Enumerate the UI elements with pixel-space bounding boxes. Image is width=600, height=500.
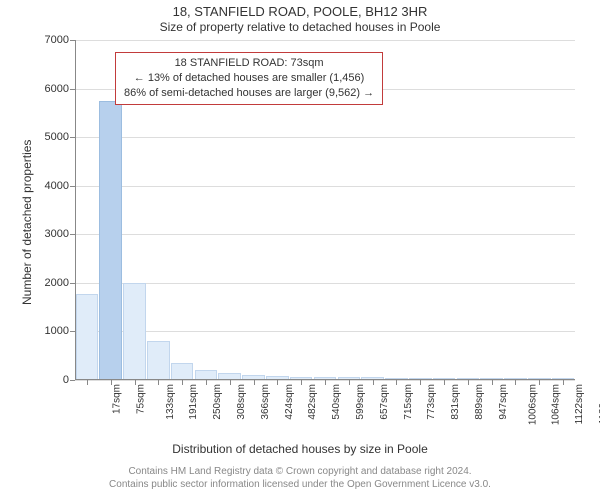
annotation-line: 86% of semi-detached houses are larger (… xyxy=(124,86,374,101)
x-tick-mark xyxy=(563,380,564,385)
y-tick-label: 3000 xyxy=(45,228,75,240)
x-tick-label: 133sqm xyxy=(165,384,176,420)
x-tick-label: 540sqm xyxy=(331,384,342,420)
y-tick-label: 6000 xyxy=(45,83,75,95)
gridline xyxy=(75,186,575,187)
x-tick-mark xyxy=(349,380,350,385)
x-tick-mark xyxy=(277,380,278,385)
y-tick-label: 7000 xyxy=(45,34,75,46)
gridline xyxy=(75,137,575,138)
x-tick-label: 599sqm xyxy=(355,384,366,420)
gridline xyxy=(75,331,575,332)
chart-container: 18, STANFIELD ROAD, POOLE, BH12 3HR Size… xyxy=(0,0,600,500)
x-tick-mark xyxy=(111,380,112,385)
x-tick-label: 75sqm xyxy=(135,384,146,414)
y-tick-label: 2000 xyxy=(45,277,75,289)
x-tick-label: 366sqm xyxy=(260,384,271,420)
x-tick-mark xyxy=(158,380,159,385)
bar xyxy=(123,283,146,380)
bar xyxy=(147,341,170,380)
x-tick-mark xyxy=(539,380,540,385)
x-tick-label: 1122sqm xyxy=(574,384,585,424)
y-axis-title: Number of detached properties xyxy=(20,140,34,305)
x-tick-label: 191sqm xyxy=(188,384,199,420)
bar-highlighted xyxy=(99,101,122,380)
x-tick-label: 308sqm xyxy=(236,384,247,420)
x-axis-line xyxy=(75,379,575,380)
y-tick-label: 5000 xyxy=(45,131,75,143)
x-tick-label: 947sqm xyxy=(498,384,509,420)
x-tick-label: 889sqm xyxy=(474,384,485,420)
bar xyxy=(76,294,99,380)
x-tick-label: 424sqm xyxy=(284,384,295,420)
x-tick-mark xyxy=(254,380,255,385)
x-tick-mark xyxy=(325,380,326,385)
gridline xyxy=(75,40,575,41)
x-tick-mark xyxy=(420,380,421,385)
footer-line1: Contains HM Land Registry data © Crown c… xyxy=(0,465,600,478)
x-tick-mark xyxy=(206,380,207,385)
x-tick-mark xyxy=(444,380,445,385)
chart-title-line2: Size of property relative to detached ho… xyxy=(0,20,600,34)
x-tick-mark xyxy=(373,380,374,385)
x-tick-label: 1064sqm xyxy=(551,384,562,425)
footer: Contains HM Land Registry data © Crown c… xyxy=(0,465,600,491)
y-tick-label: 4000 xyxy=(45,180,75,192)
bar xyxy=(171,363,194,380)
x-tick-label: 482sqm xyxy=(307,384,318,420)
x-axis-title: Distribution of detached houses by size … xyxy=(0,442,600,456)
gridline xyxy=(75,283,575,284)
x-tick-label: 657sqm xyxy=(379,384,390,420)
annotation-box: 18 STANFIELD ROAD: 73sqm← 13% of detache… xyxy=(115,52,383,105)
x-tick-label: 831sqm xyxy=(450,384,461,420)
x-tick-mark xyxy=(492,380,493,385)
y-tick-label: 0 xyxy=(63,374,75,386)
x-tick-mark xyxy=(87,380,88,385)
x-tick-label: 773sqm xyxy=(427,384,438,420)
x-tick-label: 715sqm xyxy=(403,384,414,420)
x-tick-mark xyxy=(396,380,397,385)
footer-line2: Contains public sector information licen… xyxy=(0,478,600,491)
x-tick-mark xyxy=(230,380,231,385)
y-axis-line xyxy=(75,40,76,380)
x-tick-mark xyxy=(301,380,302,385)
y-tick-label: 1000 xyxy=(45,325,75,337)
x-tick-mark xyxy=(468,380,469,385)
annotation-line: 18 STANFIELD ROAD: 73sqm xyxy=(124,56,374,71)
chart-title-line1: 18, STANFIELD ROAD, POOLE, BH12 3HR xyxy=(0,4,600,19)
annotation-line: ← 13% of detached houses are smaller (1,… xyxy=(124,71,374,86)
x-tick-label: 1006sqm xyxy=(527,384,538,425)
x-tick-mark xyxy=(135,380,136,385)
x-tick-label: 250sqm xyxy=(212,384,223,420)
x-tick-mark xyxy=(182,380,183,385)
x-tick-mark xyxy=(515,380,516,385)
gridline xyxy=(75,234,575,235)
x-tick-label: 17sqm xyxy=(111,384,122,414)
